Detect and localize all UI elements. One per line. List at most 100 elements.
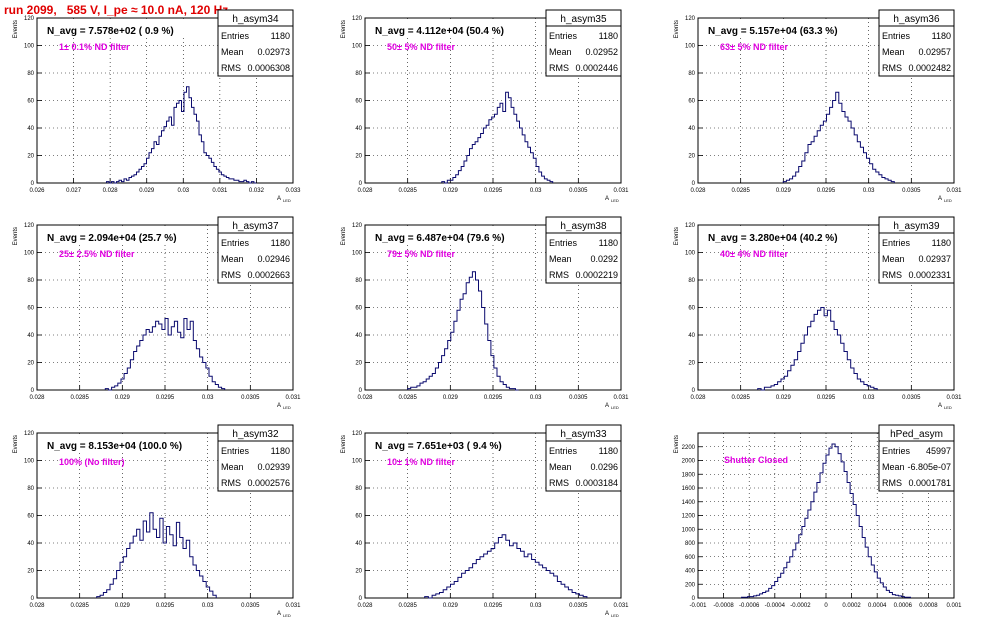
- x-tick-label: 0.0305: [241, 395, 260, 401]
- y-tick-label: 120: [352, 223, 363, 229]
- x-tick-label: 0.0305: [569, 395, 588, 401]
- y-tick-label: 80: [688, 278, 695, 284]
- x-tick-label: 0.03: [177, 188, 189, 194]
- panel-h_asym33: 0.028 0.0285 0.029 0.0295 0.03 0.0305 0.031 0 20…: [341, 424, 629, 618]
- stats-box: [545, 25, 622, 77]
- y-tick-label: 120: [352, 431, 363, 437]
- stats-label-mean: Mean: [882, 254, 905, 264]
- y-axis-label: Events: [341, 227, 347, 245]
- panel-title: N_avg = 2.094e+04 (25.7 %): [47, 233, 177, 244]
- hist-name: h_asym38: [560, 221, 607, 232]
- stats-value-entries: 1180: [932, 238, 951, 248]
- y-tick-label: 20: [27, 154, 34, 160]
- y-tick-label: 100: [352, 44, 363, 50]
- x-tick-label: 0.0295: [484, 395, 503, 401]
- y-tick-label: 120: [24, 223, 35, 229]
- x-axis-label-sub: LED: [611, 405, 619, 410]
- x-tick-label: 0.03: [202, 395, 214, 401]
- x-axis-label: A: [938, 196, 942, 202]
- stats-box: [545, 440, 622, 492]
- stats-label-entries: Entries: [549, 446, 578, 456]
- x-axis-label: A: [277, 196, 281, 202]
- x-tick-label: 0.0295: [817, 395, 836, 401]
- x-tick-label: 0.026: [29, 188, 45, 194]
- stats-label-rms: RMS: [221, 270, 241, 280]
- y-tick-label: 120: [352, 16, 363, 22]
- x-tick-label: 0: [824, 603, 828, 609]
- hist-name: h_asym39: [893, 221, 940, 232]
- y-tick-label: 0: [31, 596, 35, 602]
- stats-value-mean: 0.0292: [590, 254, 618, 264]
- stats-label-rms: RMS: [882, 478, 902, 488]
- stats-label-rms: RMS: [221, 478, 241, 488]
- stats-label-entries: Entries: [882, 238, 911, 248]
- stats-label-mean: Mean: [221, 47, 244, 57]
- stats-label-rms: RMS: [882, 270, 902, 280]
- histogram-series: [104, 318, 226, 391]
- x-tick-label: 0.028: [357, 603, 373, 609]
- y-tick-label: 120: [685, 16, 696, 22]
- y-tick-label: 60: [688, 99, 695, 105]
- panel-h_asym37: 0.028 0.0285 0.029 0.0295 0.03 0.0305 0.031 0 20…: [13, 216, 301, 410]
- y-tick-label: 1600: [682, 486, 696, 492]
- x-tick-label: -0.001: [689, 603, 707, 609]
- stats-value-mean: 0.02939: [257, 462, 290, 472]
- filter-annotation: 10± 1% ND filter: [387, 457, 455, 467]
- x-tick-label: 0.03: [530, 603, 542, 609]
- y-tick-label: 60: [355, 514, 362, 520]
- stats-label-rms: RMS: [549, 63, 569, 73]
- y-tick-label: 100: [24, 251, 35, 257]
- stats-value-mean: 0.02952: [585, 47, 618, 57]
- y-tick-label: 20: [27, 569, 34, 575]
- y-tick-label: 100: [685, 44, 696, 50]
- panel-title: N_avg = 5.157e+04 (63.3 %): [708, 26, 838, 37]
- stats-value-entries: 1180: [599, 31, 618, 41]
- filter-annotation: 1± 0.1% ND filter: [59, 42, 130, 52]
- filter-annotation: 63± 5% ND filter: [720, 42, 788, 52]
- y-tick-label: 600: [685, 555, 696, 561]
- x-tick-label: 0.028: [29, 603, 45, 609]
- x-tick-label: 0.029: [443, 395, 459, 401]
- x-tick-label: 0.0285: [398, 603, 417, 609]
- y-tick-label: 40: [27, 126, 34, 132]
- x-tick-label: 0.0305: [241, 603, 260, 609]
- y-tick-label: 20: [688, 361, 695, 367]
- stats-value-entries: 1180: [271, 31, 290, 41]
- panel-title: N_avg = 7.651e+03 ( 9.4 %): [375, 441, 502, 452]
- title-box: [42, 22, 200, 38]
- stats-value-rms: 0.0006308: [247, 63, 290, 73]
- panel-title: N_avg = 6.487e+04 (79.6 %): [375, 233, 505, 244]
- stats-label-entries: Entries: [882, 446, 911, 456]
- y-tick-label: 1200: [682, 514, 696, 520]
- filter-annotation: 50± 5% ND filter: [387, 42, 455, 52]
- x-tick-label: 0.03: [863, 188, 875, 194]
- x-tick-label: 0.0305: [569, 188, 588, 194]
- hist-name: hPed_asym: [890, 429, 943, 440]
- y-axis-label: Events: [674, 227, 680, 245]
- x-tick-label: 0.028: [357, 188, 373, 194]
- x-tick-label: 0.031: [613, 603, 629, 609]
- y-tick-label: 2000: [682, 459, 696, 465]
- stats-label-rms: RMS: [221, 63, 241, 73]
- y-tick-label: 60: [355, 99, 362, 105]
- x-tick-label: 0.0295: [817, 188, 836, 194]
- y-tick-label: 60: [355, 306, 362, 312]
- stats-value-mean: 0.0296: [590, 462, 618, 472]
- panel-h_asym39: 0.028 0.0285 0.029 0.0295 0.03 0.0305 0.031 0 20…: [674, 216, 962, 410]
- filter-annotation: 25± 2.5% ND filter: [59, 249, 135, 259]
- stats-value-entries: 1180: [271, 446, 290, 456]
- x-tick-label: 0.001: [946, 603, 962, 609]
- stats-label-entries: Entries: [221, 446, 250, 456]
- x-tick-label: 0.031: [946, 395, 962, 401]
- x-tick-label: 0.0295: [484, 188, 503, 194]
- histogram-series: [757, 307, 878, 391]
- y-tick-label: 60: [27, 306, 34, 312]
- x-tick-label: -0.0004: [765, 603, 786, 609]
- y-tick-label: 100: [685, 251, 696, 257]
- y-tick-label: 200: [685, 582, 696, 588]
- y-tick-label: 80: [27, 278, 34, 284]
- stats-box: [217, 25, 294, 77]
- y-axis-label: Events: [13, 227, 19, 245]
- x-tick-label: 0.0285: [70, 395, 89, 401]
- x-tick-label: 0.0295: [484, 603, 503, 609]
